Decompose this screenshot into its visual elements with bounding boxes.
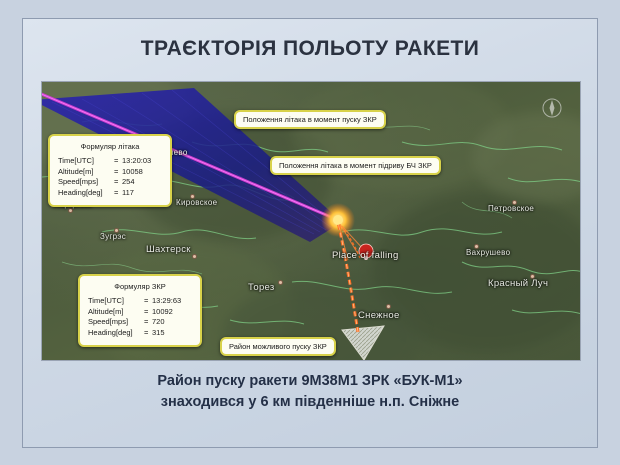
panel-title: Формуляр ЗКР (114, 282, 166, 291)
place-label: Зугрэс (100, 232, 127, 241)
row-key: Speed[mps] (88, 317, 129, 326)
caption-line-2: знаходився у 6 км південніше н.п. Сніжне (160, 394, 460, 410)
row-eq: = (114, 187, 119, 197)
row-value: 13:29:63 (152, 296, 182, 305)
row-value: 10058 (122, 166, 143, 176)
row-key: Altitude[m] (88, 306, 124, 316)
row-eq: = (114, 166, 119, 176)
callout-text: Положення літака в момент підриву БЧ ЗКР (279, 161, 432, 170)
launch-area-cone (341, 325, 385, 360)
place-dot (512, 200, 517, 205)
crash-site-label: Place of falling (332, 250, 399, 261)
compass-icon (542, 98, 562, 118)
row-key: Heading[deg] (88, 327, 133, 337)
row-eq: = (144, 306, 149, 316)
row-value: 315 (152, 327, 165, 337)
presentation-slide: ТРАЄКТОРІЯ ПОЛЬОТУ РАКЕТИ (22, 18, 598, 448)
callout-aircraft-at-launch[interactable]: Положення літака в момент пуску ЗКР (234, 110, 386, 129)
data-row: Altitude[m] = 10092 (88, 307, 192, 318)
place-label: Торез (248, 282, 275, 293)
caption-line-1: Район пуску ракети 9М38М1 ЗРК «БУК-М1» (157, 373, 463, 389)
data-row: Speed[mps] = 254 (58, 177, 162, 188)
place-dot (192, 254, 197, 259)
callout-probable-launch-area[interactable]: Район можливого пуску ЗКР (220, 337, 336, 356)
map-vector-overlay (42, 88, 580, 360)
data-row: Time[UTC] = 13:20:03 (58, 156, 162, 167)
callout-text: Положення літака в момент пуску ЗКР (243, 115, 377, 124)
row-eq: = (144, 317, 149, 326)
row-value: 10092 (152, 306, 173, 316)
aircraft-data-panel[interactable]: Формуляр літака Time[UTC] = 13:20:03 Alt… (48, 134, 172, 207)
satellite-map[interactable]: Ждановка Енакиево Харцызск Зугрэс Кировс… (41, 81, 581, 361)
data-row: Time[UTC] = 13:29:63 (88, 296, 192, 307)
callout-text: Район можливого пуску ЗКР (229, 342, 327, 351)
row-key: Time[UTC] (88, 296, 124, 305)
row-key: Speed[mps] (58, 177, 99, 186)
missile-data-panel[interactable]: Формуляр ЗКР Time[UTC] = 13:29:63 Altitu… (78, 274, 202, 347)
data-row: Heading[deg] = 315 (88, 328, 192, 339)
row-key: Heading[deg] (58, 187, 103, 197)
row-value: 117 (122, 187, 134, 197)
place-dot (386, 304, 391, 309)
missile-track (336, 221, 360, 333)
row-value: 13:20:03 (122, 156, 152, 165)
crash-site-marker (358, 243, 374, 260)
callout-aircraft-at-detonation[interactable]: Положення літака в момент підриву БЧ ЗКР (270, 156, 441, 175)
row-value: 254 (122, 177, 135, 186)
place-dot (114, 228, 119, 233)
row-value: 720 (152, 317, 165, 326)
row-key: Altitude[m] (58, 166, 94, 176)
place-dot (474, 244, 479, 249)
place-label: Шахтерск (146, 244, 191, 255)
data-row: Heading[deg] = 117 (58, 188, 162, 199)
place-dot (68, 208, 73, 213)
row-eq: = (144, 296, 149, 305)
row-key: Time[UTC] (58, 156, 94, 165)
panel-title: Формуляр літака (80, 142, 140, 151)
place-label: Красный Луч (488, 278, 549, 289)
row-eq: = (114, 156, 119, 165)
place-label: Вахрушево (466, 248, 511, 257)
data-row: Speed[mps] = 720 (88, 317, 192, 328)
place-label: Снежное (358, 310, 400, 321)
place-dot (530, 274, 535, 279)
place-dot (278, 280, 283, 285)
place-dot (190, 194, 195, 199)
row-eq: = (144, 327, 149, 337)
data-row: Altitude[m] = 10058 (58, 167, 162, 178)
page-title: ТРАЄКТОРІЯ ПОЛЬОТУ РАКЕТИ (140, 37, 480, 60)
place-label: Кировское (176, 198, 218, 207)
row-eq: = (114, 177, 119, 186)
fragment-spray (338, 223, 365, 261)
debris-path (337, 221, 361, 259)
terrain-patch (472, 112, 580, 202)
slide-caption: Район пуску ракети 9М38М1 ЗРК «БУК-М1» з… (23, 371, 597, 413)
place-label: Петровское (488, 204, 535, 213)
